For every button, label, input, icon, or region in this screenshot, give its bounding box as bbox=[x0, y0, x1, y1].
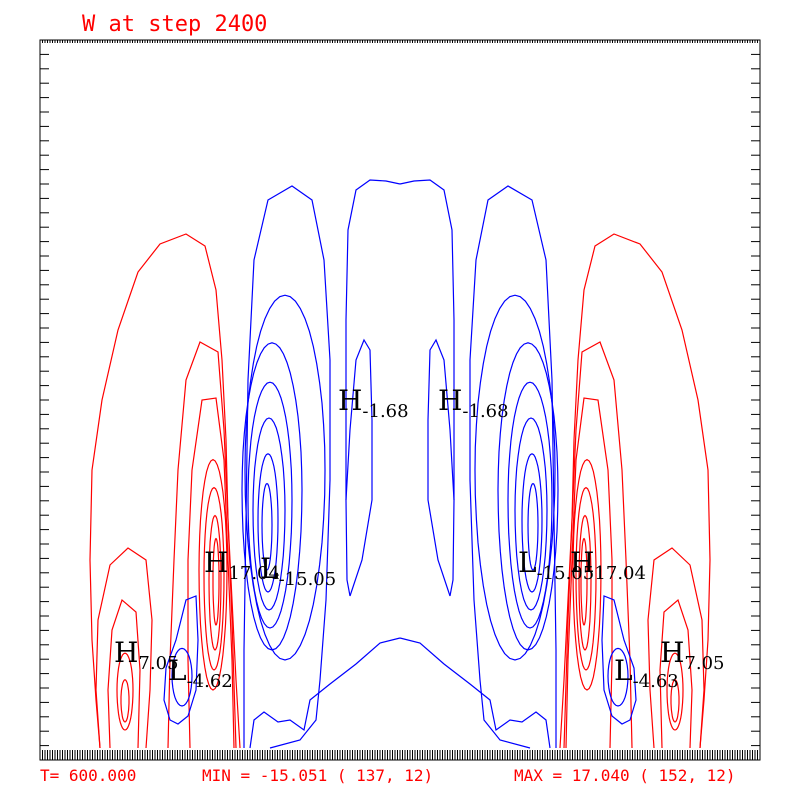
extrema-value: -1.68 bbox=[462, 401, 508, 422]
positive-contour bbox=[212, 537, 220, 626]
positive-contour bbox=[572, 458, 602, 691]
positive-contour bbox=[565, 397, 613, 749]
extrema-value: -4.63 bbox=[633, 671, 679, 692]
positive-contour bbox=[659, 598, 693, 749]
negative-contour bbox=[527, 482, 539, 571]
negative-contour bbox=[261, 482, 273, 571]
plot-border bbox=[39, 39, 761, 761]
extrema-label: L-15.05 bbox=[518, 546, 594, 584]
negative-contour bbox=[427, 338, 455, 597]
positive-contour bbox=[208, 514, 222, 651]
positive-contour bbox=[670, 679, 680, 723]
positive-contour bbox=[580, 537, 588, 626]
positive-contour bbox=[578, 514, 592, 651]
extrema-kind: L bbox=[518, 546, 537, 579]
extrema-value: -15.05 bbox=[537, 563, 595, 584]
extrema-kind: L bbox=[260, 552, 279, 585]
negative-contour bbox=[474, 294, 556, 661]
negative-contour bbox=[521, 453, 543, 593]
negative-contour bbox=[252, 417, 286, 611]
extrema-value: -4.62 bbox=[187, 671, 233, 692]
positive-contour bbox=[116, 652, 134, 731]
extrema-value: 7.05 bbox=[138, 653, 178, 674]
extrema-label: H-1.68 bbox=[438, 384, 509, 422]
positive-contour bbox=[120, 679, 130, 723]
extrema-kind: H bbox=[438, 384, 462, 417]
extrema-kind: L bbox=[614, 654, 633, 687]
extrema-label: H7.05 bbox=[114, 636, 179, 674]
positive-contours bbox=[89, 233, 711, 749]
extrema-label: H-1.68 bbox=[338, 384, 409, 422]
extrema-label: L-4.62 bbox=[168, 654, 233, 692]
extrema-kind: H bbox=[660, 636, 684, 669]
positive-contour bbox=[575, 486, 597, 671]
extrema-kind: H bbox=[114, 636, 138, 669]
plot-title: W at step 2400 bbox=[82, 12, 267, 37]
negative-contour bbox=[399, 637, 551, 749]
extrema-value: 17.04 bbox=[594, 563, 646, 584]
footer-max: MAX = 17.040 ( 152, 12) bbox=[514, 766, 736, 785]
positive-contour bbox=[187, 397, 235, 749]
positive-contour bbox=[167, 341, 237, 749]
extrema-label: H7.05 bbox=[660, 636, 725, 674]
extrema-value: 17.04 bbox=[228, 563, 280, 584]
positive-contour bbox=[203, 486, 225, 671]
extrema-value: -1.68 bbox=[362, 401, 408, 422]
extrema-label: H17.04 bbox=[570, 546, 646, 584]
extrema-kind: H bbox=[570, 546, 594, 579]
negative-contour bbox=[249, 637, 401, 749]
positive-contour bbox=[647, 547, 705, 749]
negative-contour bbox=[243, 185, 331, 749]
positive-contour bbox=[563, 341, 633, 749]
negative-contour bbox=[601, 595, 637, 725]
extrema-value: 7.05 bbox=[684, 653, 724, 674]
plot-frame bbox=[39, 39, 761, 761]
negative-contour bbox=[171, 647, 193, 707]
negative-contour bbox=[257, 453, 279, 593]
negative-contour bbox=[241, 342, 303, 651]
extrema-kind: L bbox=[168, 654, 187, 687]
positive-contour bbox=[198, 458, 228, 691]
positive-contour bbox=[107, 598, 141, 749]
negative-contour bbox=[514, 417, 548, 611]
extrema-labels: H-1.68 H-1.68H17.04L-15.05L-15.05H17.04H7… bbox=[114, 384, 725, 692]
negative-contour bbox=[497, 342, 559, 651]
negative-contour bbox=[507, 381, 553, 629]
footer-min: MIN = -15.051 ( 137, 12) bbox=[202, 766, 433, 785]
extrema-kind: H bbox=[338, 384, 362, 417]
extrema-label: H17.04 bbox=[204, 546, 280, 584]
negative-contour bbox=[607, 647, 629, 707]
extrema-value: -15.05 bbox=[279, 569, 337, 590]
positive-contour bbox=[95, 547, 153, 749]
negative-contour bbox=[345, 338, 373, 597]
footer-time: T= 600.000 bbox=[40, 766, 136, 785]
negative-contour bbox=[399, 179, 455, 597]
extrema-label: L-4.63 bbox=[614, 654, 679, 692]
extrema-label: L-15.05 bbox=[260, 552, 336, 590]
positive-contour bbox=[666, 652, 684, 731]
negative-contour bbox=[345, 179, 401, 597]
negative-contour bbox=[244, 294, 326, 661]
negative-contour bbox=[163, 595, 199, 725]
extrema-kind: H bbox=[204, 546, 228, 579]
negative-contour bbox=[247, 381, 293, 629]
negative-contour bbox=[469, 185, 557, 749]
negative-contours bbox=[163, 179, 637, 749]
